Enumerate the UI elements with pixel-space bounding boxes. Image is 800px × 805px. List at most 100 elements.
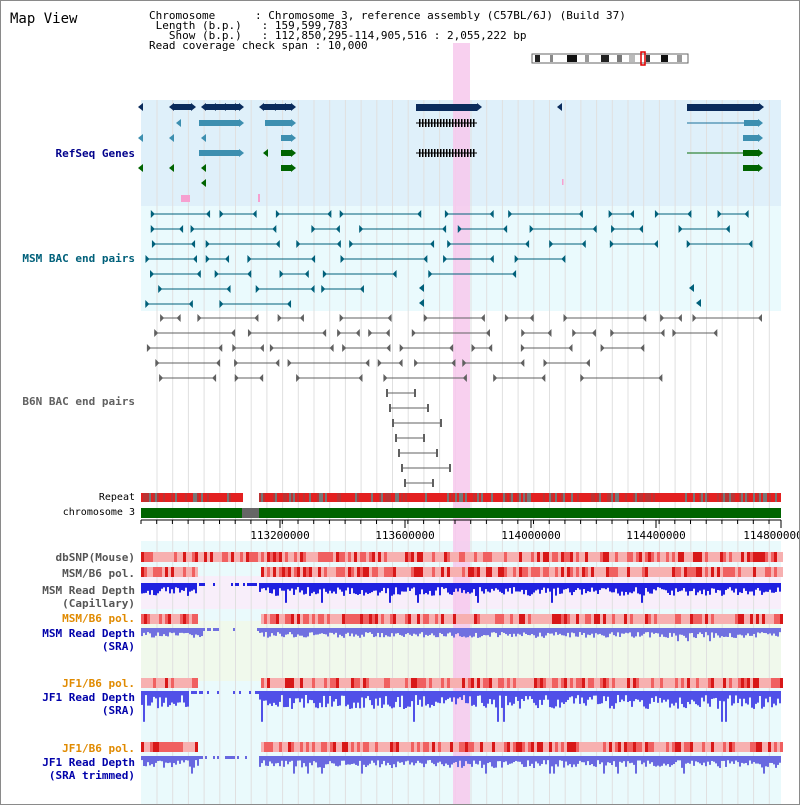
heat-cell bbox=[147, 678, 150, 688]
heat-cell bbox=[183, 678, 186, 688]
track-label-msm-read-depth-sra[interactable]: MSM Read Depth bbox=[42, 627, 135, 640]
depth-bar bbox=[509, 583, 511, 588]
length-value: 159,599,783 bbox=[274, 19, 348, 32]
repeat-segment bbox=[205, 493, 207, 502]
heat-cell bbox=[522, 567, 525, 577]
repeat-segment bbox=[481, 493, 483, 502]
depth-bar bbox=[537, 583, 539, 590]
depth-bar bbox=[335, 628, 337, 633]
heat-cell bbox=[570, 552, 573, 562]
heat-cell bbox=[156, 742, 159, 752]
track-label-msm-read-depth-capillary[interactable]: MSM Read Depth bbox=[42, 584, 135, 597]
repeat-segment bbox=[295, 493, 297, 502]
repeat-segment bbox=[325, 493, 327, 502]
depth-bar bbox=[557, 628, 559, 635]
heat-cell bbox=[639, 552, 642, 562]
depth-bar bbox=[379, 756, 381, 768]
depth-bar bbox=[775, 583, 777, 592]
heat-cell bbox=[261, 678, 264, 688]
bac-end bbox=[151, 240, 156, 248]
depth-bar bbox=[675, 583, 677, 589]
depth-bar bbox=[481, 583, 483, 592]
track-label-jf1-b6-pol-2[interactable]: JF1/B6 pol. bbox=[62, 742, 135, 755]
depth-bar bbox=[549, 756, 551, 774]
bac-end bbox=[191, 240, 196, 248]
track-label-msm-bac-end-pairs[interactable]: MSM BAC end pairs bbox=[22, 252, 135, 265]
heat-cell bbox=[369, 567, 372, 577]
depth-bar bbox=[773, 583, 775, 593]
depth-bar bbox=[593, 691, 595, 696]
depth-bar bbox=[667, 756, 669, 765]
heat-cell bbox=[504, 742, 507, 752]
bac-end bbox=[457, 225, 462, 233]
depth-bar bbox=[689, 583, 691, 592]
depth-bar bbox=[637, 691, 639, 700]
depth-bar bbox=[753, 691, 755, 709]
track-label-dbsnp[interactable]: dbSNP(Mouse) bbox=[55, 551, 135, 564]
repeat-segment bbox=[647, 493, 649, 502]
depth-bar bbox=[225, 756, 227, 759]
depth-bar bbox=[237, 756, 239, 759]
heat-cell bbox=[183, 552, 186, 562]
depth-bar bbox=[775, 628, 777, 636]
heat-cell bbox=[423, 567, 426, 577]
track-label-jf1-read-depth-trimmed[interactable]: JF1 Read Depth bbox=[42, 756, 135, 769]
depth-bar bbox=[723, 691, 725, 702]
depth-bar bbox=[331, 628, 333, 633]
depth-bar bbox=[659, 583, 661, 588]
heat-cell bbox=[339, 552, 342, 562]
depth-bar bbox=[307, 583, 309, 588]
track-label-jf1-b6-pol[interactable]: JF1/B6 pol. bbox=[62, 677, 135, 690]
track-label-refseq-genes[interactable]: RefSeq Genes bbox=[55, 147, 135, 160]
heat-cell bbox=[549, 567, 552, 577]
depth-bar bbox=[691, 583, 693, 592]
heat-cell bbox=[141, 567, 144, 577]
heat-cell bbox=[450, 614, 453, 624]
heat-cell bbox=[351, 552, 354, 562]
depth-bar bbox=[749, 583, 751, 592]
depth-bar bbox=[285, 583, 287, 603]
depth-bar bbox=[275, 691, 277, 705]
gene-mark bbox=[687, 104, 759, 111]
heat-cell bbox=[765, 552, 768, 562]
heat-cell bbox=[168, 614, 171, 624]
bac-end bbox=[252, 210, 257, 218]
heat-cell bbox=[576, 567, 579, 577]
heat-cell bbox=[570, 614, 573, 624]
depth-bar bbox=[671, 628, 673, 637]
heat-cell bbox=[672, 552, 675, 562]
depth-bar bbox=[767, 583, 769, 592]
heat-cell bbox=[654, 567, 657, 577]
heat-cell bbox=[735, 678, 738, 688]
depth-bar bbox=[515, 583, 517, 592]
heat-cell bbox=[759, 567, 762, 577]
heat-cell bbox=[672, 678, 675, 688]
track-label-msm-b6-pol-capillary[interactable]: MSM/B6 pol. bbox=[62, 567, 135, 580]
repeat-segment bbox=[577, 493, 579, 502]
depth-bar bbox=[739, 628, 741, 635]
repeat-segment bbox=[439, 493, 441, 502]
depth-bar bbox=[537, 628, 539, 637]
track-label-jf1-read-depth-sra[interactable]: JF1 Read Depth bbox=[42, 691, 135, 704]
depth-bar bbox=[717, 691, 719, 709]
repeat-segment bbox=[397, 493, 399, 502]
heat-cell bbox=[492, 678, 495, 688]
depth-bar bbox=[449, 628, 451, 633]
depth-bar bbox=[477, 628, 479, 638]
track-label-msm-b6-pol-sra[interactable]: MSM/B6 pol. bbox=[62, 612, 135, 625]
heat-cell bbox=[444, 678, 447, 688]
bac-end bbox=[275, 359, 280, 367]
depth-bar bbox=[625, 691, 627, 696]
depth-bar bbox=[157, 583, 159, 594]
depth-bar bbox=[683, 583, 685, 589]
heat-cell bbox=[465, 567, 468, 577]
heat-cell bbox=[198, 552, 201, 562]
heat-cell bbox=[705, 678, 708, 688]
heat-cell bbox=[168, 678, 171, 688]
repeat-segment bbox=[209, 493, 211, 502]
track-label-b6n-bac-end-pairs[interactable]: B6N BAC end pairs bbox=[22, 395, 135, 408]
depth-bar bbox=[631, 583, 633, 594]
heat-cell bbox=[285, 742, 288, 752]
heat-cell bbox=[354, 614, 357, 624]
